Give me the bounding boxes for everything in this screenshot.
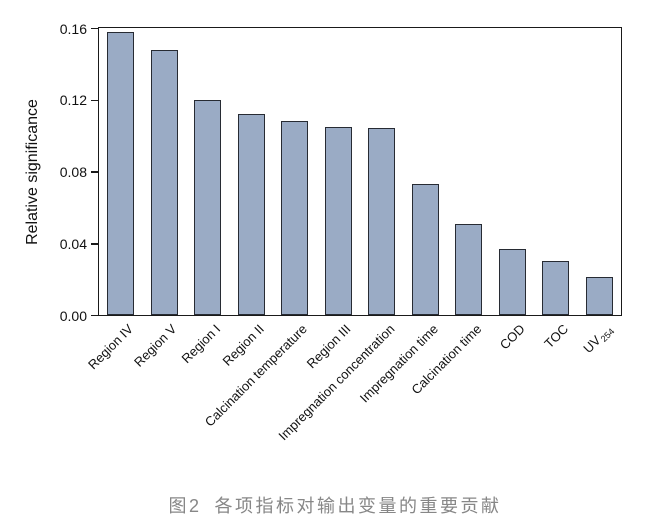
- y-tick-label: 0.16: [59, 20, 87, 37]
- y-tick-mark: [91, 27, 98, 30]
- bar-region-v: [150, 49, 178, 315]
- y-tick-mark: [91, 243, 98, 245]
- bar-impregnation-concentration: [368, 128, 396, 315]
- y-tick-label: 0.08: [59, 164, 87, 180]
- bar-calcination-time: [455, 223, 483, 315]
- x-tick-label: Region I: [178, 320, 224, 366]
- x-tick-label: UV254: [579, 325, 617, 356]
- bar-calcination-temperature: [281, 121, 309, 315]
- bar-region-iii: [324, 126, 352, 315]
- x-tick-label: Region V: [131, 320, 180, 370]
- x-tick-label: Region IV: [85, 320, 137, 372]
- y-tick-mark: [91, 171, 98, 173]
- bar-toc: [542, 261, 570, 315]
- bar-region-iv: [107, 31, 135, 315]
- bar-impregnation-time: [411, 184, 439, 315]
- bar-cod: [498, 248, 526, 315]
- caption-text: 各项指标对输出变量的重要贡献: [214, 496, 502, 516]
- x-tick-label: TOC: [541, 320, 572, 351]
- x-tick-label: COD: [496, 320, 528, 352]
- plot-area: [98, 27, 622, 316]
- y-tick-mark: [91, 314, 98, 317]
- figure-caption: 图2 各项指标对输出变量的重要贡献: [0, 492, 670, 518]
- y-tick-mark: [91, 99, 98, 101]
- y-tick-label: 0.12: [59, 92, 87, 109]
- y-tick-label: 0.04: [59, 235, 87, 252]
- figure-number: 图2: [168, 496, 202, 516]
- x-tick-label-subscript: 254: [598, 325, 617, 344]
- bar-uv254: [585, 277, 613, 315]
- bar-region-i: [194, 99, 222, 315]
- x-tick-label: Impregnation time: [356, 320, 441, 405]
- y-tick-label: 0.00: [59, 307, 87, 324]
- bar-region-ii: [237, 114, 265, 315]
